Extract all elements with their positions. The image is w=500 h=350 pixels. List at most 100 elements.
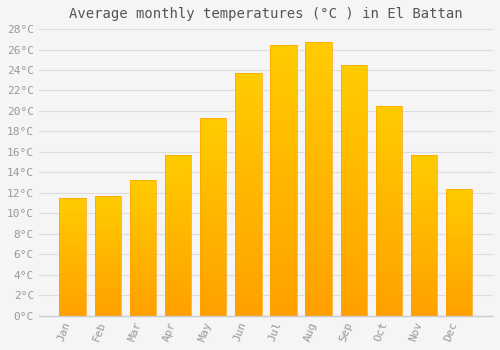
Bar [165,194,191,195]
Bar [60,231,86,232]
Bar [94,294,121,295]
Bar [376,276,402,278]
Bar [60,230,86,231]
Bar [60,309,86,310]
Bar [340,205,367,208]
Bar [376,106,402,108]
Bar [446,238,472,239]
Bar [235,296,262,299]
Bar [200,302,226,304]
Bar [411,224,438,226]
Bar [446,284,472,285]
Bar [200,132,226,134]
Bar [200,223,226,225]
Bar [200,150,226,152]
Bar [376,213,402,215]
Bar [446,242,472,243]
Bar [235,95,262,97]
Bar [94,217,121,219]
Bar [235,250,262,253]
Bar [340,115,367,118]
Bar [270,56,296,59]
Bar [130,285,156,286]
Bar [376,221,402,223]
Bar [235,255,262,258]
Bar [306,234,332,237]
Bar [94,244,121,245]
Bar [411,181,438,182]
Bar [411,206,438,208]
Bar [200,209,226,211]
Bar [306,160,332,163]
Bar [270,245,296,248]
Bar [446,266,472,267]
Bar [200,254,226,257]
Bar [200,144,226,146]
Bar [200,284,226,286]
Bar [130,308,156,309]
Bar [446,196,472,198]
Bar [270,156,296,159]
Bar [200,126,226,128]
Bar [306,108,332,111]
Bar [411,314,438,316]
Bar [270,99,296,102]
Bar [200,268,226,270]
Bar [376,244,402,246]
Bar [235,277,262,279]
Bar [376,110,402,112]
Bar [165,182,191,184]
Bar [94,213,121,214]
Bar [165,189,191,190]
Bar [306,193,332,195]
Bar [60,272,86,273]
Bar [376,274,402,276]
Bar [165,259,191,261]
Bar [376,255,402,257]
Bar [340,290,367,293]
Bar [306,116,332,119]
Bar [446,251,472,252]
Bar [94,298,121,299]
Bar [60,198,86,316]
Bar [340,140,367,143]
Bar [60,259,86,260]
Bar [376,158,402,160]
Bar [376,295,402,297]
Bar [60,296,86,297]
Bar [200,189,226,191]
Bar [376,141,402,144]
Bar [94,199,121,201]
Bar [94,204,121,205]
Bar [60,248,86,250]
Bar [340,303,367,306]
Bar [306,253,332,256]
Bar [340,103,367,105]
Bar [235,146,262,148]
Bar [165,186,191,187]
Bar [130,192,156,193]
Bar [411,259,438,261]
Bar [411,211,438,213]
Bar [446,298,472,299]
Bar [60,289,86,290]
Bar [340,245,367,248]
Bar [165,190,191,192]
Bar [306,204,332,206]
Bar [411,187,438,189]
Bar [130,190,156,192]
Bar [376,305,402,307]
Bar [340,178,367,180]
Bar [235,253,262,255]
Bar [165,255,191,256]
Bar [270,237,296,240]
Bar [340,210,367,213]
Bar [270,229,296,232]
Bar [235,185,262,187]
Bar [340,208,367,210]
Bar [270,262,296,264]
Bar [306,64,332,67]
Bar [270,137,296,140]
Bar [94,231,121,232]
Bar [235,224,262,226]
